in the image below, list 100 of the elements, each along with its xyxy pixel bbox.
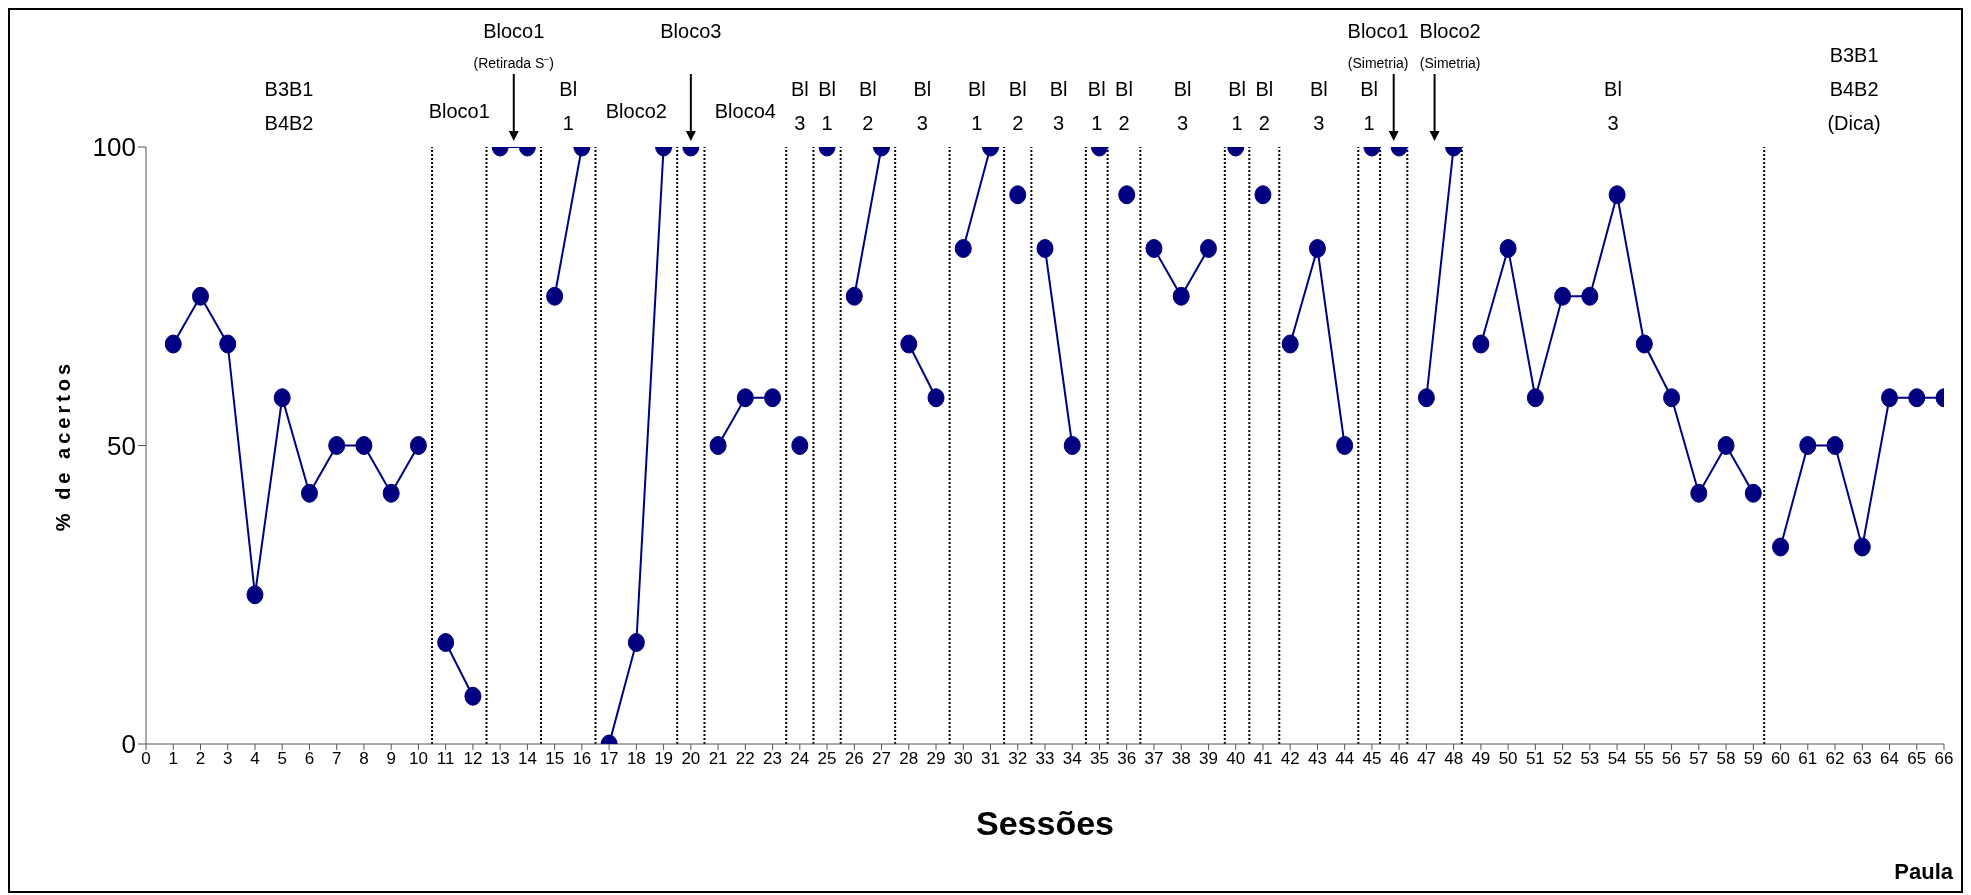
point (546, 286, 564, 306)
x-tick-label: 1 (168, 749, 178, 769)
point (1772, 537, 1790, 557)
text: Bl 1 (818, 78, 836, 134)
x-tick-label: 62 (1825, 749, 1845, 769)
x-axis-title: Sessões (976, 804, 1114, 842)
x-tick-label: 8 (359, 749, 369, 769)
x-tick-label: 29 (926, 749, 946, 769)
x-tick-label: 37 (1144, 749, 1164, 769)
point (1526, 388, 1544, 408)
point (328, 436, 346, 455)
x-tick-label: 11 (436, 749, 455, 769)
x-tick-label: 27 (872, 749, 892, 769)
text: Bl 1 (1228, 78, 1246, 134)
text: B3B1 B4B2 (Dica) (1827, 44, 1881, 134)
x-tick-label: 57 (1689, 749, 1709, 769)
point (355, 436, 373, 455)
text: Bl 2 (859, 78, 877, 134)
point (791, 436, 809, 455)
text: Bloco1 (Retirada S⁻) (473, 20, 555, 71)
text: Bloco3 (660, 20, 722, 42)
x-tick-label: 42 (1280, 749, 1300, 769)
x-tick-label: 63 (1852, 749, 1872, 769)
point (1717, 436, 1735, 455)
y-axis-title: % de acertos (52, 359, 74, 532)
x-tick-label: 60 (1771, 749, 1791, 769)
x-tick-label: 32 (1008, 749, 1028, 769)
x-tick-label: 59 (1743, 749, 1763, 769)
text: Bl 2 (1115, 78, 1133, 134)
point (1036, 238, 1054, 258)
x-tick-label: 56 (1662, 749, 1682, 769)
x-tick-label: 14 (517, 749, 537, 769)
text: Bl 3 (1173, 78, 1192, 134)
x-tick-label: 48 (1444, 749, 1464, 769)
text: Paula (1894, 859, 1954, 884)
point (900, 334, 918, 354)
x-tick-label: 17 (599, 749, 619, 769)
x-tick-label: 10 (408, 749, 428, 769)
x-tick-label: 49 (1471, 749, 1491, 769)
text: Bl 3 (1604, 78, 1622, 134)
x-tick-label: 34 (1062, 749, 1082, 769)
point (1663, 388, 1681, 408)
x-tick-label: 41 (1253, 749, 1273, 769)
x-tick-label: 65 (1907, 749, 1927, 769)
x-tick-label: 44 (1335, 749, 1355, 769)
text: Bl 1 (1360, 78, 1379, 134)
point (1199, 238, 1217, 258)
text: Bl 2 (1255, 78, 1274, 134)
text: Bl 1 (968, 78, 986, 134)
x-tick-label: 0 (141, 749, 151, 769)
x-tick-label: 13 (490, 749, 510, 769)
x-tick-label: 18 (626, 749, 646, 769)
x-tick-label: 4 (250, 749, 260, 769)
x-tick-label: 22 (735, 749, 755, 769)
point (409, 436, 427, 455)
text: Bl 2 (1008, 78, 1027, 134)
x-tick-label: 20 (681, 749, 701, 769)
point (382, 483, 400, 503)
point (1826, 436, 1844, 455)
point (246, 585, 264, 605)
point (1472, 334, 1490, 354)
x-tick-label: 15 (545, 749, 565, 769)
point (191, 286, 209, 306)
text: Bl 3 (790, 78, 809, 134)
x-tick-label: 53 (1580, 749, 1600, 769)
x-tick-label: 55 (1634, 749, 1654, 769)
x-tick-label: 21 (708, 749, 728, 769)
point (273, 388, 291, 408)
x-tick-label: 36 (1117, 749, 1137, 769)
point (1118, 185, 1136, 205)
x-tick-label: 25 (817, 749, 837, 769)
x-tick-label: 61 (1798, 749, 1818, 769)
point (1581, 286, 1599, 306)
point (954, 238, 972, 258)
point (845, 286, 863, 306)
y-tick-label: 100 (92, 132, 136, 163)
x-tick-label: 50 (1498, 749, 1518, 769)
point (1145, 238, 1163, 258)
x-tick-label: 33 (1035, 749, 1055, 769)
point (1690, 483, 1708, 503)
x-tick-label: 43 (1307, 749, 1327, 769)
point (1254, 185, 1272, 205)
point (927, 388, 945, 408)
point (1009, 185, 1027, 205)
point (437, 633, 455, 653)
x-tick-label: 24 (790, 749, 810, 769)
text: Bloco4 (714, 100, 776, 122)
x-tick-label: 3 (222, 749, 233, 769)
text: Bloco1 (Simetria) (1347, 20, 1409, 71)
x-tick-label: 6 (304, 749, 315, 769)
point (1799, 436, 1817, 455)
point (1744, 483, 1762, 503)
point (1308, 238, 1326, 258)
point (1608, 185, 1626, 205)
x-tick-label: 7 (331, 749, 342, 769)
point (1881, 388, 1899, 408)
x-tick-label: 30 (953, 749, 973, 769)
point (1336, 436, 1354, 455)
text: Bloco2 (Simetria) (1419, 20, 1481, 71)
text: Bl 1 (1087, 78, 1106, 134)
